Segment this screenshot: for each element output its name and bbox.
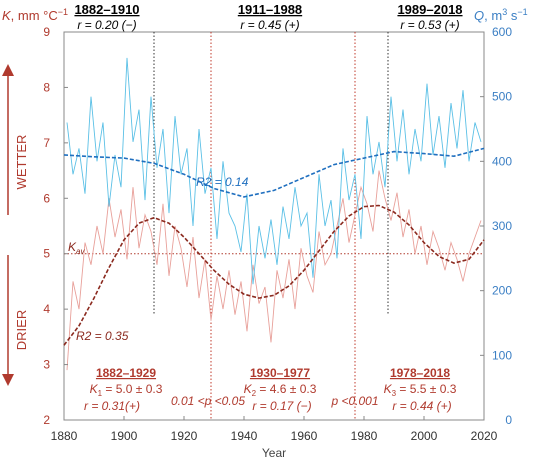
pvalue-2: p <0.001 bbox=[330, 394, 378, 408]
top-period-1-years: 1882–1910 bbox=[74, 2, 139, 17]
left-axis-ticks: 2 3 4 5 6 7 8 9 bbox=[43, 25, 68, 427]
x-axis-label: Year bbox=[262, 446, 286, 460]
r2-q-label: R2 = 0.14 bbox=[196, 175, 249, 189]
series-k bbox=[66, 170, 482, 371]
right-tick-label-500: 500 bbox=[492, 90, 512, 104]
left-axis-label: K, mm °C−1 bbox=[2, 7, 68, 23]
x-tick-label-1880: 1880 bbox=[51, 429, 78, 443]
right-tick-label-400: 400 bbox=[492, 154, 512, 168]
pvalue-1: 0.01 <p <0.05 bbox=[171, 394, 245, 408]
left-tick-label-4: 4 bbox=[43, 302, 50, 316]
top-period-2-r: r = 0.45 (+) bbox=[240, 18, 299, 32]
left-tick-label-7: 7 bbox=[43, 136, 50, 150]
right-tick-label-300: 300 bbox=[492, 219, 512, 233]
left-tick-label-9: 9 bbox=[43, 25, 50, 39]
bottom-period-2: 1930–1977 K2 = 4.6 ± 0.3 r = 0.17 (−) bbox=[244, 366, 317, 413]
bottom-period-1-r: r = 0.31(+) bbox=[84, 399, 140, 413]
x-tick-label-2020: 2020 bbox=[471, 429, 498, 443]
bottom-period-1-years: 1882–1929 bbox=[96, 366, 156, 380]
left-tick-label-2: 2 bbox=[43, 413, 50, 427]
left-tick-label-6: 6 bbox=[43, 191, 50, 205]
x-tick-label-1960: 1960 bbox=[291, 429, 318, 443]
bottom-period-2-k: K2 = 4.6 ± 0.3 bbox=[244, 382, 317, 398]
right-tick-label-0: 0 bbox=[505, 413, 512, 427]
x-tick-label-1940: 1940 bbox=[231, 429, 258, 443]
bottom-period-3-years: 1978–2018 bbox=[390, 366, 450, 380]
x-tick-label-2000: 2000 bbox=[411, 429, 438, 443]
top-period-3-years: 1989–2018 bbox=[397, 2, 462, 17]
drier-label: DRIER bbox=[14, 310, 29, 350]
top-period-2-years: 1911–1988 bbox=[238, 2, 302, 17]
right-axis-ticks: 0 100 200 300 400 500 600 bbox=[480, 25, 512, 427]
x-tick-label-1900: 1900 bbox=[111, 429, 138, 443]
divider-lines bbox=[153, 32, 389, 420]
right-axis-label: Q, m3 s−1 bbox=[474, 7, 528, 23]
kav-label: Kav bbox=[68, 240, 85, 256]
x-tick-label-1920: 1920 bbox=[171, 429, 198, 443]
bottom-period-2-years: 1930–1977 bbox=[250, 366, 310, 380]
right-tick-label-200: 200 bbox=[492, 284, 512, 298]
bottom-period-1: 1882–1929 K1 = 5.0 ± 0.3 r = 0.31(+) bbox=[84, 366, 163, 413]
wetter-label: WETTER bbox=[14, 135, 29, 190]
r2-k-label: R2 = 0.35 bbox=[76, 329, 129, 343]
series-q-trend bbox=[63, 147, 485, 198]
top-period-1-r: r = 0.20 (−) bbox=[77, 18, 136, 32]
left-tick-label-5: 5 bbox=[43, 247, 50, 261]
series-layer bbox=[63, 57, 485, 371]
right-tick-label-100: 100 bbox=[492, 348, 512, 362]
right-tick-label-600: 600 bbox=[492, 25, 512, 39]
bottom-period-2-r: r = 0.17 (−) bbox=[252, 399, 311, 413]
bottom-period-1-k: K1 = 5.0 ± 0.3 bbox=[90, 382, 163, 398]
bottom-period-3-r: r = 0.44 (+) bbox=[392, 399, 451, 413]
series-q bbox=[66, 57, 482, 285]
bottom-period-3-k: K3 = 5.5 ± 0.3 bbox=[384, 382, 457, 398]
left-tick-label-3: 3 bbox=[43, 358, 50, 372]
bottom-period-3: 1978–2018 K3 = 5.5 ± 0.3 r = 0.44 (+) bbox=[384, 366, 457, 413]
x-axis-ticks: 1880 1900 1920 1940 1960 1980 2000 2020 bbox=[51, 416, 498, 443]
left-tick-label-8: 8 bbox=[43, 80, 50, 94]
x-tick-label-1980: 1980 bbox=[351, 429, 378, 443]
top-period-3-r: r = 0.53 (+) bbox=[400, 18, 459, 32]
